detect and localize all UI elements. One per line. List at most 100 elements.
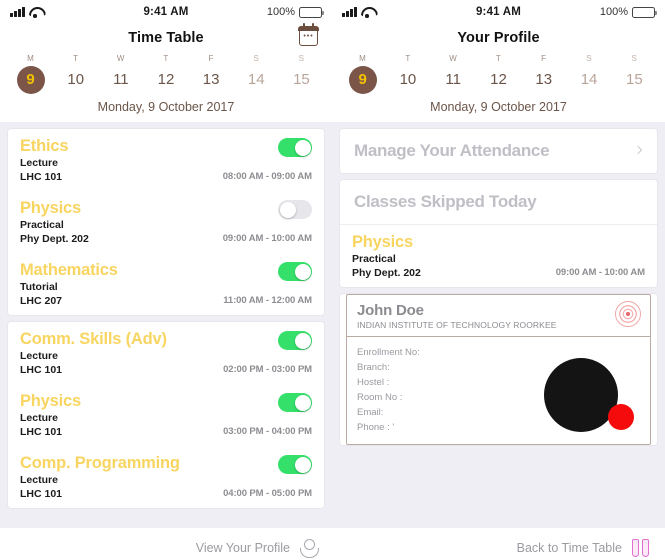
status-bar-right-icons: 100% xyxy=(266,6,324,18)
day-number[interactable]: 9 xyxy=(348,66,377,94)
student-name: John Doe xyxy=(357,302,424,319)
class-row[interactable]: Physics Lecture LHC 101 03:00 PM - 04:00 PM xyxy=(8,384,324,446)
day-cell-12[interactable]: T 12 xyxy=(476,54,521,94)
attendance-toggle[interactable] xyxy=(278,393,312,412)
day-number[interactable]: 10 xyxy=(399,71,417,88)
day-cell-10[interactable]: T 10 xyxy=(53,54,98,94)
day-letter: W xyxy=(116,54,125,63)
id-card-field: Enrollment No: xyxy=(357,347,420,358)
class-title: Mathematics xyxy=(20,261,118,279)
calendar-icon[interactable] xyxy=(298,23,319,46)
day-number[interactable]: 10 xyxy=(67,71,85,88)
class-type: Lecture xyxy=(20,157,58,169)
toggle-knob xyxy=(294,263,311,280)
class-row[interactable]: Mathematics Tutorial LHC 207 11:00 AM - 12:… xyxy=(8,253,324,315)
day-number[interactable]: 15 xyxy=(625,71,643,88)
class-row[interactable]: Physics Practical Phy Dept. 202 09:00 AM - … xyxy=(340,225,657,287)
day-cell-13[interactable]: F 13 xyxy=(189,54,234,94)
class-room: LHC 101 xyxy=(20,488,63,500)
day-number[interactable]: 11 xyxy=(113,71,129,88)
toggle-knob xyxy=(294,139,311,156)
status-bar-time: 9:41 AM xyxy=(475,6,522,18)
week-strip-left: M 9 T 10 W 11 T 12 F 13 S 14 S 15 xyxy=(0,52,332,94)
day-letter: S xyxy=(631,54,638,63)
nav-bar-right: Your Profile xyxy=(332,24,665,52)
class-time: 11:00 AM - 12:00 AM xyxy=(223,295,312,306)
day-number[interactable]: 12 xyxy=(157,71,175,88)
status-bar-right: 9:41 AM 100% xyxy=(332,0,665,24)
class-time: 09:00 AM - 10:00 AM xyxy=(222,233,312,244)
class-row[interactable]: Ethics Lecture LHC 101 08:00 AM - 09:00 AM xyxy=(8,129,324,191)
class-title: Physics xyxy=(20,199,81,217)
class-row[interactable]: Comm. Skills (Adv) Lecture LHC 101 02:00 PM… xyxy=(8,322,324,384)
day-letter: S xyxy=(253,54,260,63)
manage-attendance-card[interactable]: Manage Your Attendance xyxy=(340,129,657,173)
profile-photo-placeholder xyxy=(544,358,618,432)
day-cell-14[interactable]: S 14 xyxy=(566,54,611,94)
day-cell-11[interactable]: W 11 xyxy=(98,54,143,94)
page-title-right: Your Profile xyxy=(457,30,540,46)
day-cell-15[interactable]: S 15 xyxy=(612,54,657,94)
bottom-bar-right[interactable]: Back to Time Table xyxy=(332,528,665,560)
profile-content[interactable]: Manage Your Attendance Classes Skipped T… xyxy=(332,122,665,528)
day-cell-13[interactable]: F 13 xyxy=(521,54,566,94)
day-letter: T xyxy=(405,54,411,63)
id-card-header: John Doe INDIAN INSTITUTE OF TECHNOLOGY … xyxy=(347,295,650,337)
battery-percent: 100% xyxy=(599,6,628,18)
toggle-knob xyxy=(294,394,311,411)
day-cell-10[interactable]: T 10 xyxy=(385,54,430,94)
manage-attendance-label: Manage Your Attendance xyxy=(354,141,550,160)
day-number[interactable]: 9 xyxy=(16,66,45,94)
manage-attendance-row[interactable]: Manage Your Attendance xyxy=(340,129,657,173)
day-number[interactable]: 13 xyxy=(202,71,220,88)
back-to-timetable-label: Back to Time Table xyxy=(516,541,622,555)
day-number[interactable]: 11 xyxy=(445,71,461,88)
day-cell-12[interactable]: T 12 xyxy=(143,54,188,94)
day-number[interactable]: 15 xyxy=(293,71,310,88)
day-letter: F xyxy=(208,54,214,63)
class-type: Lecture xyxy=(20,412,58,424)
class-group-card: Ethics Lecture LHC 101 08:00 AM - 09:00 AM P… xyxy=(8,129,324,315)
day-number[interactable]: 14 xyxy=(247,71,265,88)
class-title: Physics xyxy=(20,392,81,410)
time-table-list[interactable]: Ethics Lecture LHC 101 08:00 AM - 09:00 AM P… xyxy=(0,122,332,528)
class-row[interactable]: Comp. Programming Lecture LHC 101 04:00 PM … xyxy=(8,446,324,508)
id-card-body: Enrollment No: Branch: Hostel : Room No : Em… xyxy=(347,337,650,444)
day-letter: T xyxy=(73,54,79,63)
attendance-toggle[interactable] xyxy=(278,455,312,474)
class-row[interactable]: Physics Practical Phy Dept. 202 09:00 AM - … xyxy=(8,191,324,253)
nav-bar-left: Time Table xyxy=(0,23,332,52)
wifi-icon xyxy=(361,7,374,18)
status-bar-left: 9:41 AM 100% xyxy=(0,0,332,24)
classes-skipped-header: Classes Skipped Today xyxy=(354,192,537,211)
attendance-toggle[interactable] xyxy=(278,200,312,219)
day-letter: F xyxy=(541,54,547,63)
day-cell-11[interactable]: W 11 xyxy=(431,54,476,94)
signal-bars-icon xyxy=(10,7,25,17)
day-letter: S xyxy=(586,54,592,63)
wifi-icon xyxy=(29,7,42,18)
battery-icon xyxy=(632,6,657,18)
attendance-toggle[interactable] xyxy=(278,262,312,281)
day-cell-14[interactable]: S 14 xyxy=(234,54,279,94)
day-number[interactable]: 12 xyxy=(490,71,507,88)
class-room: LHC 101 xyxy=(20,171,63,183)
class-type: Practical xyxy=(352,253,396,265)
battery-percent: 100% xyxy=(266,6,295,18)
bottom-bar-left[interactable]: View Your Profile xyxy=(0,528,332,560)
week-strip-right: M 9 T 10 W 11 T 12 F 13 S 14 S 15 xyxy=(332,52,665,94)
attendance-toggle[interactable] xyxy=(278,138,312,157)
section-divider xyxy=(340,224,657,225)
signal-bars-icon xyxy=(342,7,357,17)
day-number[interactable]: 14 xyxy=(580,71,598,88)
id-field-list: Enrollment No: Branch: Hostel : Room No : Em… xyxy=(357,345,640,435)
test-tubes-icon[interactable] xyxy=(631,538,651,559)
day-cell-15[interactable]: S 15 xyxy=(279,54,324,94)
photo-accent-dot xyxy=(608,404,634,430)
toggle-knob xyxy=(294,456,311,473)
attendance-toggle[interactable] xyxy=(278,331,312,350)
day-number[interactable]: 13 xyxy=(535,71,553,88)
profile-avatar-icon[interactable] xyxy=(299,538,319,558)
